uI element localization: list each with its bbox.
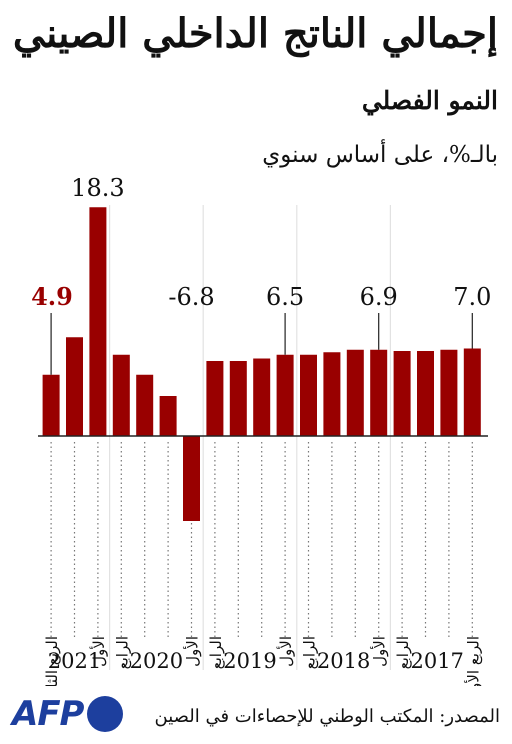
year-label: 2021	[48, 649, 101, 673]
bar	[417, 351, 434, 436]
bar	[136, 374, 154, 436]
value-label: 18.3	[71, 174, 124, 202]
afp-logo-circle-icon	[87, 696, 124, 732]
quarter-label: الرابع	[394, 636, 412, 669]
bar	[89, 207, 107, 436]
afp-logo: AFP	[12, 694, 124, 734]
year-label: 2018	[317, 649, 370, 673]
bar	[276, 354, 294, 436]
bar	[253, 358, 271, 436]
value-label: 4.9	[31, 282, 73, 311]
value-label: -6.8	[168, 283, 214, 311]
source-note: المصدر: المكتب الوطني للإحصاءات في الصين	[154, 706, 501, 727]
unit-label: بالـ%، على أساس سنوي	[262, 142, 498, 168]
quarter-label: الرابع	[207, 636, 225, 669]
bar	[346, 349, 364, 436]
bar	[42, 374, 60, 436]
quarter-label: الربع الأول	[463, 636, 482, 686]
bar	[370, 349, 388, 436]
bar	[440, 349, 458, 436]
footer: AFP المصدر: المكتب الوطني للإحصاءات في ا…	[0, 686, 512, 744]
bar	[206, 361, 224, 436]
quarter-label: الرابع	[113, 636, 131, 669]
value-label: 6.5	[266, 283, 304, 311]
quarter-label: الربع الثالث	[43, 636, 61, 686]
gdp-bar-chart: 7.0 6.9 6.5 -6.8 18.3 4.9 الربع الأول الرابع الأ…	[31, 174, 491, 686]
quarter-label: الأول	[276, 636, 295, 667]
chart-subtitle: النمو الفصلي	[361, 86, 498, 115]
bar	[463, 348, 481, 436]
year-label: 2017	[410, 649, 463, 673]
bar	[229, 361, 247, 436]
bar	[393, 351, 411, 436]
quarter-label: الأول	[89, 636, 108, 667]
value-label: 6.9	[360, 283, 398, 311]
bar	[159, 396, 177, 436]
bar	[300, 354, 317, 436]
value-label: 7.0	[453, 283, 491, 311]
quarter-label: الرابع	[301, 636, 319, 669]
year-label: 2019	[223, 649, 276, 673]
year-label: 2020	[130, 649, 183, 673]
bar	[323, 352, 341, 436]
quarter-label: الأول	[370, 636, 389, 667]
quarter-label: الأول	[183, 636, 202, 667]
page-title: إجمالي الناتج الداخلي الصيني	[12, 10, 498, 57]
bar	[112, 354, 130, 436]
bar	[183, 436, 200, 521]
afp-logo-text: AFP	[12, 694, 84, 734]
bar	[66, 337, 83, 436]
